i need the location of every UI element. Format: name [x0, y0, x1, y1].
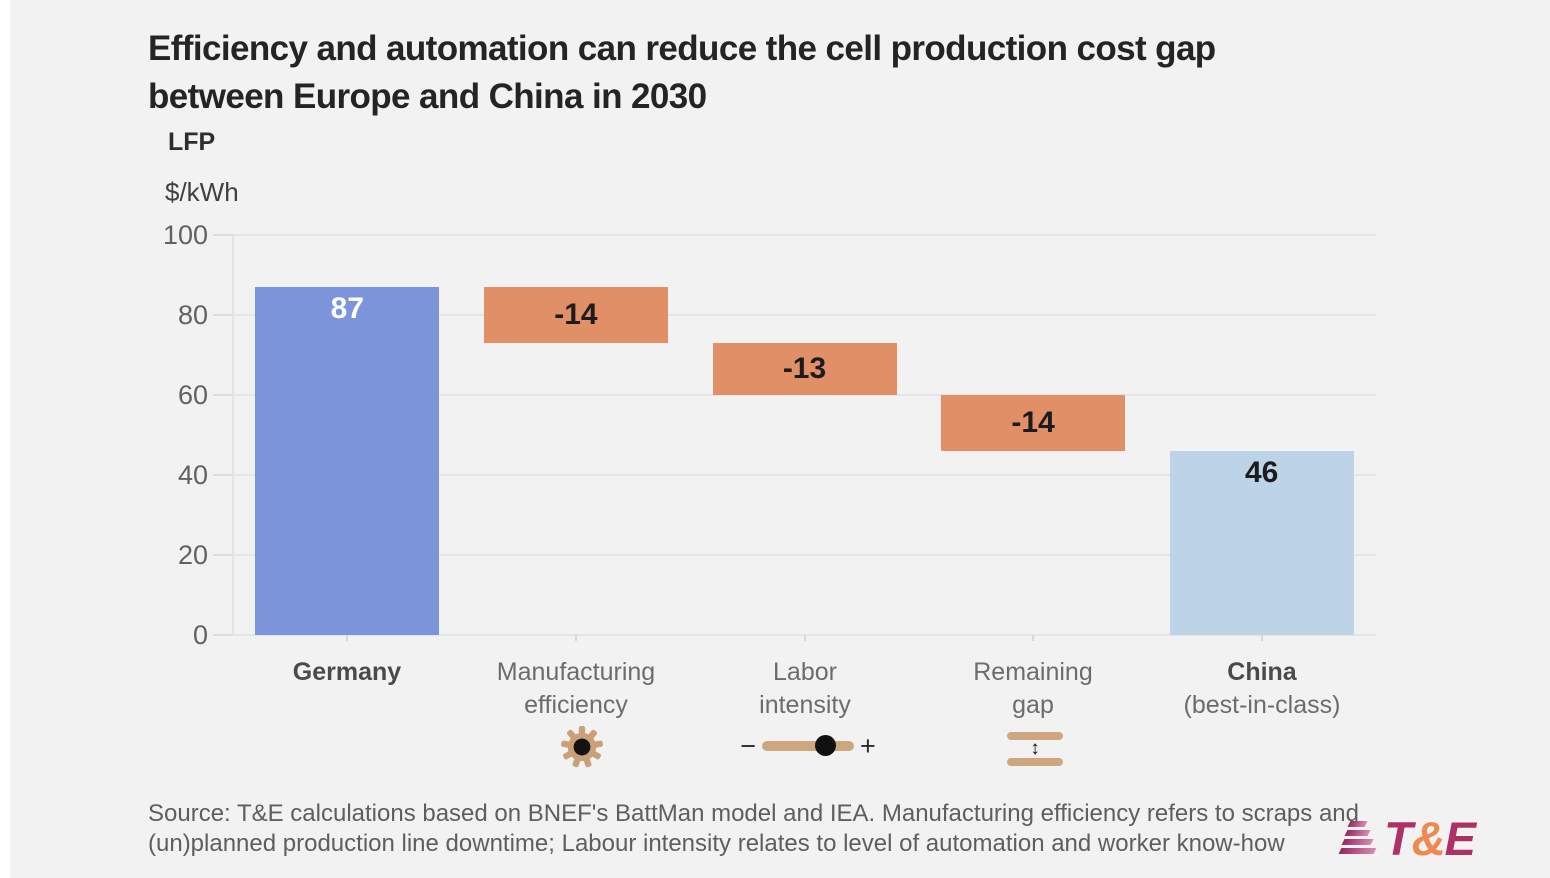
gridline — [233, 474, 1376, 476]
y-tick-label: 40 — [177, 460, 208, 490]
y-tick-mark — [213, 234, 233, 236]
bar-manufacturing-efficiency: -14 — [483, 287, 668, 343]
y-tick-label: 80 — [177, 300, 208, 330]
gridline — [233, 234, 1376, 236]
bar-value-label: -14 — [554, 298, 598, 331]
xlabel-text: Labor — [773, 658, 837, 686]
te-logo: T&E — [1338, 812, 1476, 865]
gridline — [233, 314, 1376, 316]
logo-ampersand: & — [1411, 812, 1446, 865]
xlabel-text: intensity — [759, 691, 851, 719]
gap-top-bar — [1007, 732, 1063, 740]
bar-value-label: 87 — [330, 292, 364, 325]
y-tick-label: 20 — [177, 540, 208, 570]
y-axis-unit-label: $/kWh — [165, 177, 239, 207]
y-tick-mark — [213, 634, 233, 636]
logo-letter-t: T — [1384, 812, 1413, 865]
bar-value-label: 46 — [1245, 456, 1279, 489]
bar-germany: 87 — [255, 287, 440, 635]
x-tick-mark — [574, 635, 577, 641]
logo-letter-e: E — [1444, 812, 1476, 865]
xlabel-text: (best-in-class) — [1183, 691, 1341, 719]
xlabel-text: China — [1227, 658, 1297, 686]
gap-icon: ↕ — [1004, 726, 1066, 772]
logo-text: T&E — [1384, 812, 1476, 865]
left-edge-strip — [0, 0, 10, 878]
xlabel-china: China (best-in-class) — [1147, 656, 1377, 722]
y-tick-mark — [213, 394, 233, 396]
xlabel-manufacturing-efficiency: Manufacturing efficiency — [461, 656, 691, 722]
y-tick-label: 60 — [177, 380, 208, 410]
minus-icon: − — [740, 731, 756, 761]
bar-china-best-in-class: 46 — [1169, 451, 1354, 635]
gridline — [233, 394, 1376, 396]
bar-labor-intensity: -13 — [712, 343, 897, 395]
gap-bottom-bar — [1007, 758, 1063, 766]
xlabel-text: Remaining — [973, 658, 1093, 686]
xlabel-text: Germany — [292, 658, 402, 686]
gridline — [233, 554, 1376, 556]
plus-icon: + — [860, 731, 876, 761]
gear-icon — [561, 726, 603, 768]
xlabel-text: Manufacturing — [496, 658, 656, 686]
slider-knob — [815, 735, 837, 756]
y-tick-label: 0 — [192, 620, 208, 650]
x-tick-mark — [1032, 635, 1035, 641]
y-tick-mark — [213, 554, 233, 556]
xlabel-text: gap — [1012, 691, 1054, 719]
xlabel-text: efficiency — [524, 691, 628, 719]
xlabel-germany: Germany — [232, 656, 462, 689]
slider-icon: − + — [736, 726, 880, 766]
y-axis-line — [232, 235, 234, 635]
chart-title-line2: between Europe and China in 2030 — [148, 77, 707, 117]
bar-remaining-gap: -14 — [941, 395, 1126, 451]
plot-area: 0 20 40 60 80 100 87 -14 -13 -14 46 — [163, 220, 1376, 650]
chart-title-line1: Efficiency and automation can reduce the… — [148, 29, 1216, 69]
x-tick-mark — [803, 635, 806, 641]
y-tick-mark — [213, 314, 233, 316]
source-text: Source: T&E calculations based on BNEF's… — [148, 800, 1359, 857]
y-tick-label: 100 — [162, 220, 208, 250]
logo-stripes-icon — [1338, 820, 1377, 857]
x-tick-mark — [346, 635, 349, 641]
gear-icon-graphic — [561, 726, 603, 768]
bar-value-label: -14 — [1011, 406, 1055, 439]
xlabel-remaining-gap: Remaining gap — [918, 656, 1148, 722]
chemistry-label: LFP — [168, 128, 216, 156]
xlabel-labor-intensity: Labor intensity — [690, 656, 920, 722]
chart-title: Efficiency and automation can reduce the… — [148, 25, 1488, 121]
bar-value-label: -13 — [782, 352, 827, 385]
vertical-arrows-icon: ↕ — [1030, 738, 1040, 759]
y-tick-mark — [213, 474, 233, 476]
slider-track — [762, 735, 854, 756]
x-tick-mark — [1260, 635, 1263, 641]
